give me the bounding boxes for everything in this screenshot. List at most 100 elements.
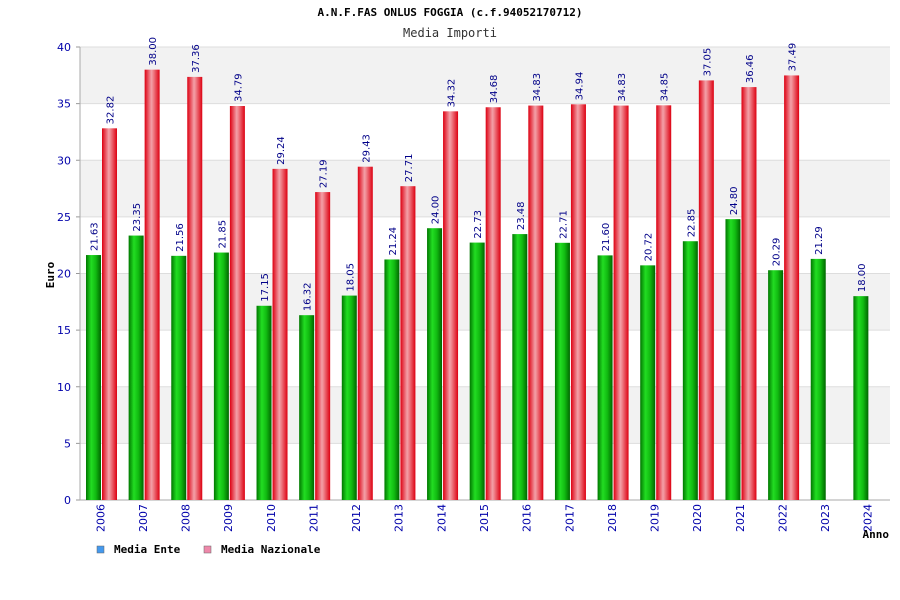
chart-subtitle: Media Importi bbox=[403, 26, 497, 40]
bar-media-ente bbox=[554, 242, 570, 500]
data-label-media-ente: 21.85 bbox=[217, 220, 228, 249]
data-label-media-ente: 21.56 bbox=[175, 223, 186, 252]
data-label-media-nazionale: 34.85 bbox=[660, 73, 671, 102]
x-tick-label: 2019 bbox=[649, 504, 662, 532]
y-tick-label: 40 bbox=[57, 41, 71, 54]
y-tick-label: 25 bbox=[57, 211, 71, 224]
bar-media-nazionale bbox=[272, 168, 288, 500]
bar-media-ente bbox=[725, 219, 741, 500]
data-label-media-nazionale: 32.82 bbox=[106, 96, 117, 125]
x-tick-label: 2011 bbox=[307, 504, 320, 532]
y-tick-label: 0 bbox=[64, 494, 71, 507]
data-label-media-nazionale: 29.24 bbox=[276, 136, 287, 165]
legend-label-media-nazionale: Media Nazionale bbox=[221, 543, 321, 556]
bar-media-nazionale bbox=[698, 80, 714, 500]
bar-media-nazionale bbox=[315, 192, 331, 501]
data-label-media-ente: 21.63 bbox=[90, 222, 101, 251]
x-tick-label: 2021 bbox=[734, 504, 747, 532]
y-tick-label: 30 bbox=[57, 154, 71, 167]
bar-media-nazionale bbox=[656, 105, 672, 500]
x-tick-label: 2014 bbox=[435, 504, 448, 532]
bar-media-ente bbox=[384, 259, 400, 500]
y-axis-label: Euro bbox=[44, 261, 57, 288]
bar-media-ente bbox=[469, 242, 485, 500]
bar-media-ente bbox=[256, 305, 272, 500]
x-tick-label: 2009 bbox=[222, 504, 235, 532]
bar-media-ente bbox=[341, 295, 357, 500]
legend: Media Ente Media Nazionale bbox=[96, 543, 321, 556]
bar-media-ente bbox=[171, 255, 187, 500]
legend-label-media-ente: Media Ente bbox=[114, 543, 181, 556]
x-tick-label: 2013 bbox=[393, 504, 406, 532]
x-tick-label: 2006 bbox=[94, 504, 107, 532]
data-label-media-nazionale: 37.36 bbox=[191, 44, 202, 73]
legend-swatch-media-ente bbox=[96, 545, 105, 554]
bar-media-nazionale bbox=[528, 105, 544, 501]
chart-title: A.N.F.FAS ONLUS FOGGIA (c.f.94052170712) bbox=[318, 6, 583, 19]
x-tick-label: 2012 bbox=[350, 504, 363, 532]
data-label-media-ente: 16.32 bbox=[303, 283, 314, 312]
bar-media-nazionale bbox=[485, 107, 501, 501]
bar-media-nazionale bbox=[102, 128, 117, 500]
bar-media-nazionale bbox=[400, 186, 416, 500]
data-label-media-ente: 24.80 bbox=[729, 186, 740, 215]
y-tick-label: 20 bbox=[57, 268, 71, 281]
bar-media-ente bbox=[768, 270, 784, 500]
bar-media-nazionale bbox=[229, 106, 245, 501]
y-tick-label: 5 bbox=[64, 437, 71, 450]
plot-area: 0 5 10 15 20 25 30 35 40 21.63 32.82 2006 23.35 38.00… bbox=[57, 37, 890, 532]
x-axis-label: Anno bbox=[863, 528, 890, 541]
bar-media-ente bbox=[128, 235, 144, 500]
data-label-media-nazionale: 37.49 bbox=[788, 43, 799, 72]
bar-media-ente bbox=[810, 258, 826, 500]
data-label-media-ente: 22.71 bbox=[558, 210, 569, 239]
bar-media-ente bbox=[86, 255, 101, 500]
data-label-media-ente: 22.73 bbox=[473, 210, 484, 239]
bar-media-nazionale bbox=[741, 87, 757, 500]
data-label-media-nazionale: 34.83 bbox=[617, 73, 628, 102]
x-tick-label: 2007 bbox=[137, 504, 150, 532]
data-label-media-ente: 23.48 bbox=[516, 201, 527, 230]
data-label-media-ente: 20.72 bbox=[644, 233, 655, 262]
x-tick-label: 2024 bbox=[862, 504, 875, 532]
data-label-media-nazionale: 34.79 bbox=[233, 73, 244, 102]
data-label-media-ente: 21.24 bbox=[388, 227, 399, 256]
data-label-media-nazionale: 34.32 bbox=[447, 79, 458, 108]
data-label-media-nazionale: 36.46 bbox=[745, 54, 756, 83]
data-label-media-ente: 23.35 bbox=[132, 203, 143, 232]
bar-media-ente bbox=[299, 315, 315, 500]
bar-media-ente bbox=[682, 241, 698, 500]
data-label-media-ente: 18.05 bbox=[345, 263, 356, 292]
bar-media-nazionale bbox=[357, 166, 373, 500]
bar-media-nazionale bbox=[784, 75, 800, 500]
data-label-media-ente: 20.29 bbox=[772, 238, 783, 267]
data-label-media-nazionale: 34.68 bbox=[489, 75, 500, 104]
data-label-media-nazionale: 27.71 bbox=[404, 154, 415, 183]
y-tick-label: 15 bbox=[57, 324, 71, 337]
data-label-media-nazionale: 27.19 bbox=[319, 159, 330, 188]
x-tick-label: 2023 bbox=[819, 504, 832, 532]
y-tick-label: 35 bbox=[57, 98, 71, 111]
data-label-media-nazionale: 34.83 bbox=[532, 73, 543, 102]
x-tick-label: 2022 bbox=[776, 504, 789, 532]
data-label-media-ente: 24.00 bbox=[431, 196, 442, 225]
bar-media-ente bbox=[512, 234, 528, 501]
y-tick-label: 10 bbox=[57, 381, 71, 394]
data-label-media-ente: 21.29 bbox=[814, 226, 825, 255]
data-label-media-nazionale: 37.05 bbox=[702, 48, 713, 77]
x-tick-label: 2008 bbox=[180, 504, 193, 532]
x-tick-label: 2017 bbox=[563, 504, 576, 532]
bar-media-nazionale bbox=[187, 76, 203, 500]
bar-media-ente bbox=[597, 255, 613, 500]
bar-media-nazionale bbox=[570, 104, 586, 500]
data-label-media-ente: 21.60 bbox=[601, 223, 612, 252]
data-label-media-nazionale: 29.43 bbox=[361, 134, 372, 163]
data-label-media-ente: 22.85 bbox=[686, 209, 697, 238]
bar-media-nazionale bbox=[443, 111, 459, 501]
x-tick-label: 2018 bbox=[606, 504, 619, 532]
bar-media-ente bbox=[853, 296, 869, 500]
data-label-media-nazionale: 38.00 bbox=[148, 37, 159, 66]
bar-media-ente bbox=[640, 265, 656, 500]
data-label-media-nazionale: 34.94 bbox=[574, 72, 585, 101]
